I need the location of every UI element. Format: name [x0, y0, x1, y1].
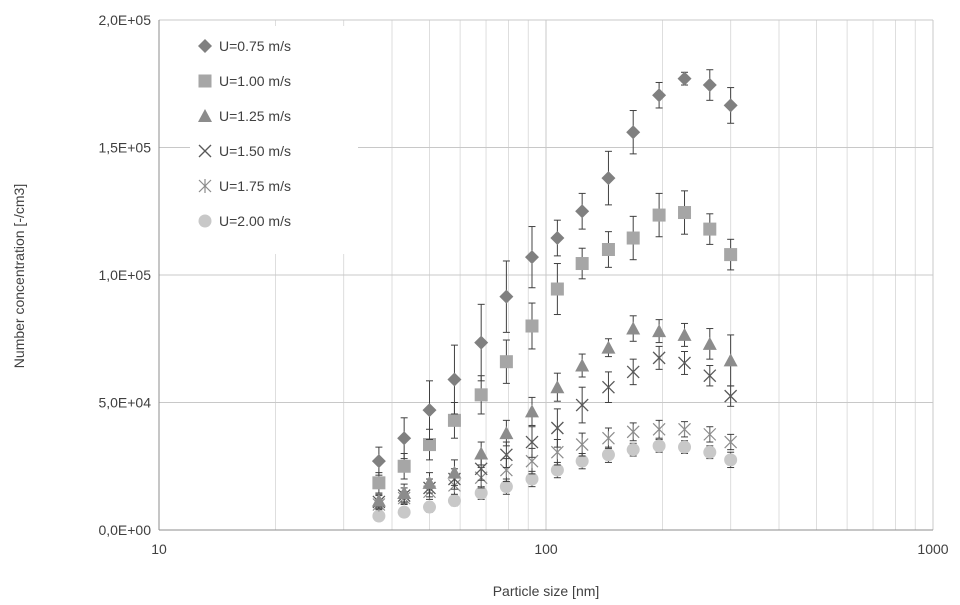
x-tick-label: 100: [534, 541, 558, 557]
legend: U=0.75 m/s U=1.00 m/s U=1.25 m/s U=1.50 m/s…: [190, 26, 358, 254]
legend-label: U=0.75 m/s: [219, 38, 291, 54]
data-point: [627, 232, 640, 245]
data-point: [724, 453, 737, 466]
data-point: [653, 439, 666, 452]
data-point: [448, 414, 461, 427]
legend-marker: [199, 215, 212, 228]
data-point: [602, 243, 615, 256]
y-tick-label: 1,5E+05: [98, 140, 151, 156]
data-point: [724, 248, 737, 261]
data-point: [500, 355, 513, 368]
data-point: [398, 460, 411, 473]
data-point: [703, 223, 716, 236]
data-point: [551, 283, 564, 296]
data-point: [448, 494, 461, 507]
data-point: [525, 320, 538, 333]
data-point: [372, 476, 385, 489]
y-tick-label: 5,0E+04: [98, 395, 151, 411]
y-axis-title: Number concentration [-/cm3]: [11, 184, 27, 368]
legend-label: U=2.00 m/s: [219, 213, 291, 229]
legend-label: U=1.25 m/s: [219, 108, 291, 124]
data-point: [653, 209, 666, 222]
x-tick-label: 10: [151, 541, 167, 557]
y-tick-label: 2,0E+05: [98, 12, 151, 28]
data-point: [423, 438, 436, 451]
y-tick-label: 1,0E+05: [98, 267, 151, 283]
legend-marker: [199, 75, 212, 88]
data-point: [525, 473, 538, 486]
data-point: [475, 487, 488, 500]
data-point: [627, 443, 640, 456]
x-tick-label: 1000: [917, 541, 948, 557]
x-axis-title: Particle size [nm]: [493, 583, 600, 599]
legend-label: U=1.50 m/s: [219, 143, 291, 159]
data-point: [576, 257, 589, 270]
data-point: [398, 506, 411, 519]
data-point: [703, 446, 716, 459]
y-tick-label: 0,0E+00: [98, 522, 151, 538]
legend-label: U=1.75 m/s: [219, 178, 291, 194]
data-point: [500, 480, 513, 493]
data-point: [678, 206, 691, 219]
data-point: [551, 464, 564, 477]
data-point: [475, 388, 488, 401]
data-point: [576, 455, 589, 468]
data-point: [678, 441, 691, 454]
data-point: [602, 448, 615, 461]
legend-label: U=1.00 m/s: [219, 73, 291, 89]
data-point: [423, 501, 436, 514]
